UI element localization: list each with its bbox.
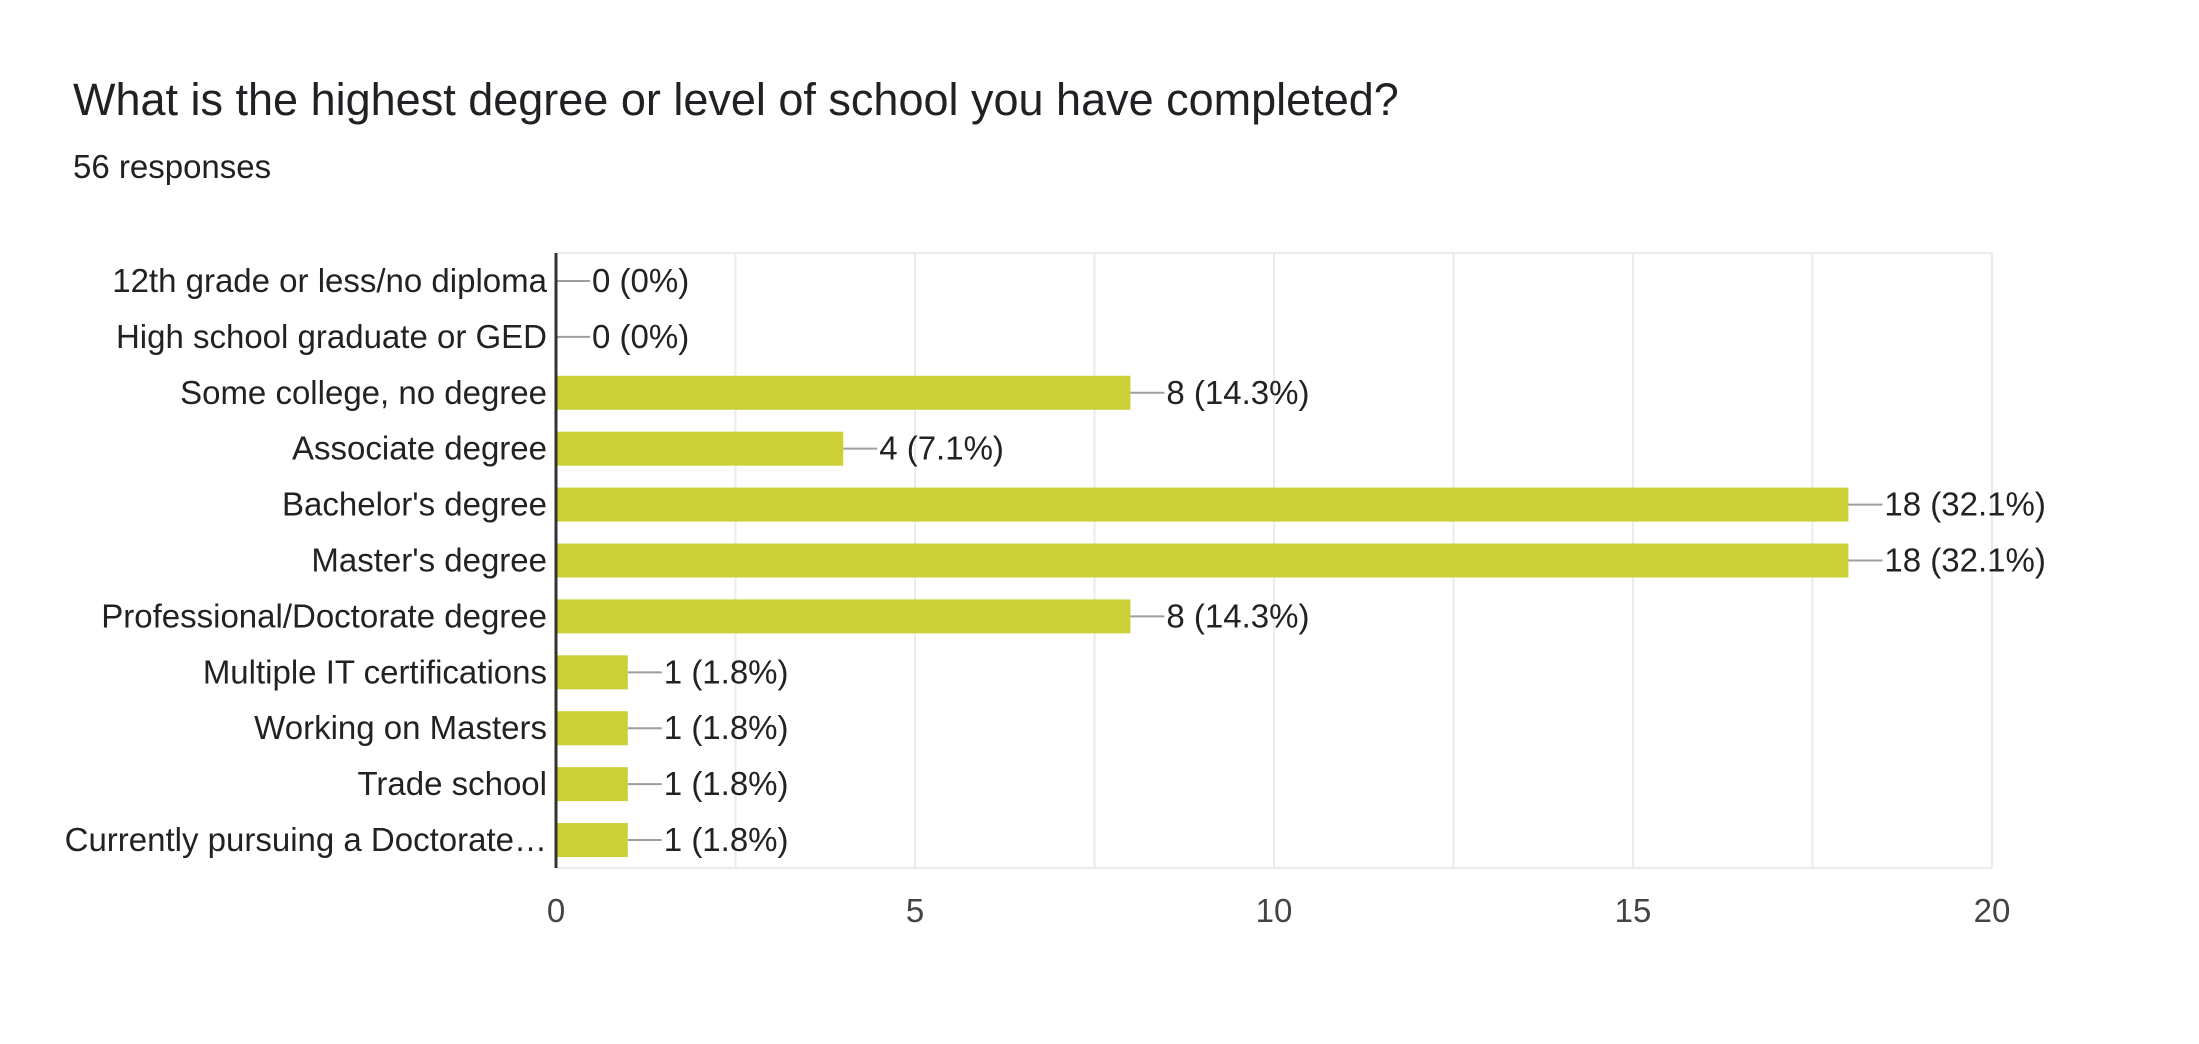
category-label: Currently pursuing a Doctorate… — [65, 821, 547, 858]
category-label: Associate degree — [292, 430, 547, 467]
x-tick-label: 10 — [1256, 892, 1293, 929]
data-label: 0 (0%) — [592, 262, 689, 299]
data-label: 1 (1.8%) — [664, 821, 789, 858]
data-label: 0 (0%) — [592, 318, 689, 355]
x-tick-label: 15 — [1615, 892, 1652, 929]
category-label: 12th grade or less/no diploma — [112, 262, 547, 299]
bar — [556, 599, 1131, 634]
data-label: 18 (32.1%) — [1884, 486, 2045, 523]
data-label: 18 (32.1%) — [1884, 542, 2045, 579]
x-tick-label: 5 — [906, 892, 924, 929]
bar — [556, 431, 844, 466]
category-label: Master's degree — [311, 542, 547, 579]
category-label: Professional/Doctorate degree — [101, 597, 547, 634]
bar — [556, 711, 628, 746]
bar — [556, 543, 1849, 578]
category-label: Working on Masters — [254, 709, 547, 746]
data-label: 1 (1.8%) — [664, 653, 789, 690]
labels: 0 5 10 15 20 12th grade or less/no diploma 0 (… — [65, 253, 2046, 929]
data-label: 1 (1.8%) — [664, 765, 789, 802]
bar — [556, 655, 628, 690]
chart-title: What is the highest degree or level of s… — [73, 74, 1399, 125]
category-label: Bachelor's degree — [282, 486, 547, 523]
x-tick-label: 20 — [1974, 892, 2011, 929]
data-label: 8 (14.3%) — [1166, 597, 1309, 634]
bar — [556, 823, 628, 858]
bars — [556, 375, 1849, 858]
x-tick-label: 0 — [547, 892, 565, 929]
category-label: Some college, no degree — [180, 374, 547, 411]
category-label: Multiple IT certifications — [203, 653, 547, 690]
data-label: 4 (7.1%) — [879, 430, 1004, 467]
bar — [556, 487, 1849, 522]
bar — [556, 767, 628, 802]
data-label: 8 (14.3%) — [1166, 374, 1309, 411]
bar — [556, 375, 1131, 410]
response-count: 56 responses — [73, 148, 272, 185]
data-label: 1 (1.8%) — [664, 709, 789, 746]
category-label: High school graduate or GED — [116, 318, 547, 355]
category-label: Trade school — [357, 765, 547, 802]
